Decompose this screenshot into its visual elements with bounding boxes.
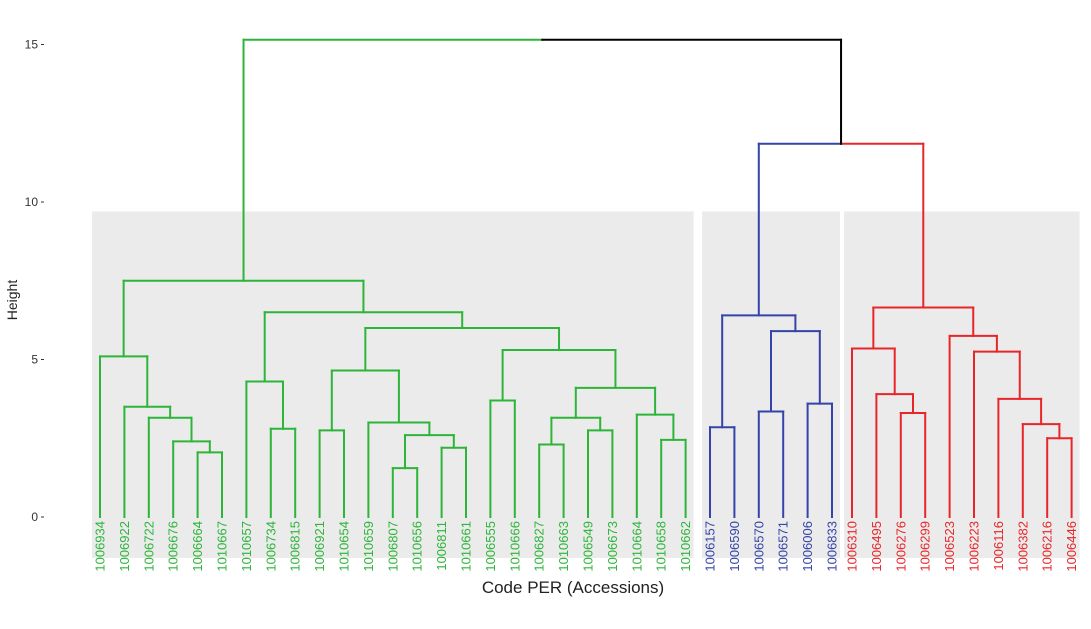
leaf-label: 1006815 [288, 521, 303, 572]
leaf-label: 1006811 [434, 521, 449, 571]
leaf-label: 1010659 [361, 521, 376, 572]
leaf-label: 1006495 [869, 521, 884, 572]
leaf-label: 1006664 [190, 521, 205, 572]
y-tick-label: 15 [25, 38, 39, 52]
leaf-label: 1006276 [893, 521, 908, 572]
leaf-label: 1006549 [581, 521, 596, 572]
leaf-label: 1006157 [703, 521, 718, 572]
leaf-label: 1006734 [263, 521, 278, 572]
leaf-label: 1006833 [825, 521, 840, 572]
leaf-label: 1006555 [483, 521, 498, 572]
leaf-label: 1010666 [507, 521, 522, 572]
leaf-label: 1006310 [845, 521, 860, 572]
leaf-label: 1010656 [410, 521, 425, 572]
y-tick-label: 5 [31, 353, 38, 367]
y-tick-label: 10 [25, 195, 39, 209]
leaf-label: 1006116 [991, 521, 1006, 571]
leaf-label: 1006921 [312, 521, 327, 572]
leaf-labels: 1006934 1006922 1006722 1006676 1006664 10106… [93, 521, 1080, 572]
leaf-label: 1010654 [337, 521, 352, 572]
y-axis: 0 5 10 15 [25, 38, 44, 524]
y-tick-label: 0 [31, 510, 38, 524]
leaf-label: 1006523 [942, 521, 957, 572]
leaf-label: 1006676 [166, 521, 181, 572]
dendrogram-branches [99, 38, 1073, 518]
cluster-panel-3 [844, 211, 1080, 558]
x-axis-title: Code PER (Accessions) [482, 578, 664, 597]
leaf-label: 1006827 [532, 521, 547, 572]
cluster-panels [92, 211, 1080, 558]
leaf-label: 1006446 [1064, 521, 1079, 572]
leaf-label: 1006673 [605, 521, 620, 572]
leaf-label: 1006006 [800, 521, 815, 572]
leaf-label: 1006934 [93, 521, 108, 572]
leaf-label: 1010658 [654, 521, 669, 572]
leaf-label: 1006223 [967, 521, 982, 572]
leaf-label: 1006590 [727, 521, 742, 572]
leaf-label: 1010663 [556, 521, 571, 572]
leaf-label: 1006571 [776, 521, 791, 572]
leaf-label: 1010664 [629, 521, 644, 572]
leaf-label: 1010661 [459, 521, 474, 572]
leaf-label: 1006299 [918, 521, 933, 572]
leaf-label: 1006570 [751, 521, 766, 572]
leaf-label: 1006922 [117, 521, 132, 572]
leaf-label: 1006807 [385, 521, 400, 572]
leaf-label: 1006216 [1040, 521, 1055, 572]
leaf-label: 1006722 [141, 521, 156, 572]
leaf-label: 1010662 [678, 521, 693, 572]
leaf-label: 1006382 [1015, 521, 1030, 572]
leaf-label: 1010657 [239, 521, 254, 572]
y-axis-title: Height [4, 280, 20, 321]
leaf-label: 1010667 [215, 521, 230, 572]
